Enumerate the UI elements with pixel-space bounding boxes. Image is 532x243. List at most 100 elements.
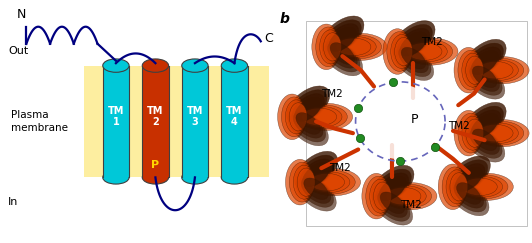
Ellipse shape [442, 167, 468, 207]
Ellipse shape [462, 53, 484, 87]
Ellipse shape [463, 39, 506, 78]
Ellipse shape [375, 190, 410, 221]
Ellipse shape [296, 175, 336, 211]
Ellipse shape [396, 45, 431, 77]
Bar [182, 66, 208, 177]
Ellipse shape [395, 25, 433, 58]
Ellipse shape [475, 120, 529, 147]
Ellipse shape [397, 28, 430, 57]
Ellipse shape [460, 175, 508, 199]
Ellipse shape [438, 164, 467, 210]
Ellipse shape [387, 32, 412, 71]
Ellipse shape [289, 90, 327, 123]
Ellipse shape [459, 173, 513, 200]
Ellipse shape [467, 127, 502, 158]
Ellipse shape [299, 105, 347, 129]
Bar [221, 66, 247, 177]
Ellipse shape [477, 60, 518, 80]
Ellipse shape [464, 63, 505, 99]
Ellipse shape [395, 37, 412, 66]
Ellipse shape [293, 112, 323, 138]
Bar [84, 66, 269, 177]
Ellipse shape [288, 110, 328, 146]
Ellipse shape [326, 24, 359, 52]
Ellipse shape [301, 177, 331, 203]
Ellipse shape [376, 173, 409, 202]
Ellipse shape [378, 191, 408, 217]
Ellipse shape [453, 164, 485, 192]
Ellipse shape [308, 172, 350, 192]
Ellipse shape [332, 33, 387, 61]
Text: TM2: TM2 [401, 200, 422, 210]
Ellipse shape [406, 41, 447, 62]
Text: TM2: TM2 [448, 121, 469, 131]
Bar [305, 21, 527, 226]
Ellipse shape [386, 187, 421, 205]
Ellipse shape [464, 126, 505, 162]
Text: TM
2: TM 2 [147, 106, 164, 127]
Ellipse shape [373, 182, 392, 210]
Ellipse shape [477, 123, 518, 144]
Ellipse shape [366, 176, 391, 216]
Ellipse shape [400, 32, 427, 56]
Text: TM
4: TM 4 [226, 106, 243, 127]
Ellipse shape [454, 47, 483, 93]
Ellipse shape [221, 171, 247, 184]
Ellipse shape [334, 35, 381, 59]
Text: b: b [279, 12, 289, 26]
Ellipse shape [462, 178, 497, 196]
Ellipse shape [407, 43, 442, 60]
Text: TM2: TM2 [321, 88, 343, 98]
Ellipse shape [300, 159, 332, 188]
Ellipse shape [371, 165, 414, 203]
Ellipse shape [476, 58, 524, 82]
Ellipse shape [289, 162, 314, 202]
Ellipse shape [336, 38, 371, 56]
Ellipse shape [142, 59, 169, 72]
Ellipse shape [471, 114, 498, 138]
Ellipse shape [373, 169, 411, 203]
Ellipse shape [383, 29, 412, 74]
Ellipse shape [285, 100, 307, 134]
Ellipse shape [475, 57, 529, 84]
Ellipse shape [476, 121, 524, 145]
Ellipse shape [298, 176, 334, 207]
Ellipse shape [278, 94, 306, 140]
Ellipse shape [323, 20, 361, 53]
Ellipse shape [297, 168, 315, 196]
Text: TM
1: TM 1 [108, 106, 124, 127]
Text: TM
3: TM 3 [187, 106, 203, 127]
Ellipse shape [382, 182, 437, 210]
Ellipse shape [468, 47, 501, 76]
Ellipse shape [310, 174, 345, 191]
Ellipse shape [454, 182, 484, 208]
Ellipse shape [458, 113, 483, 153]
Ellipse shape [450, 160, 488, 193]
Ellipse shape [306, 168, 361, 196]
Ellipse shape [461, 176, 503, 197]
Ellipse shape [458, 50, 483, 90]
Ellipse shape [296, 113, 320, 134]
Ellipse shape [307, 170, 355, 194]
Text: C: C [265, 32, 273, 45]
Ellipse shape [403, 38, 458, 65]
Ellipse shape [321, 16, 364, 54]
Ellipse shape [404, 40, 453, 63]
Ellipse shape [451, 181, 486, 212]
Ellipse shape [320, 30, 341, 64]
Ellipse shape [401, 47, 426, 69]
Ellipse shape [302, 108, 337, 126]
Ellipse shape [315, 27, 341, 67]
Ellipse shape [390, 35, 412, 69]
Ellipse shape [301, 106, 342, 127]
Ellipse shape [466, 106, 503, 139]
Ellipse shape [470, 65, 500, 92]
Ellipse shape [462, 116, 484, 150]
Ellipse shape [447, 156, 491, 194]
Ellipse shape [182, 59, 208, 72]
Ellipse shape [450, 173, 468, 201]
Ellipse shape [385, 186, 426, 207]
Ellipse shape [471, 51, 498, 75]
Text: Out: Out [8, 46, 28, 56]
Ellipse shape [304, 178, 328, 200]
